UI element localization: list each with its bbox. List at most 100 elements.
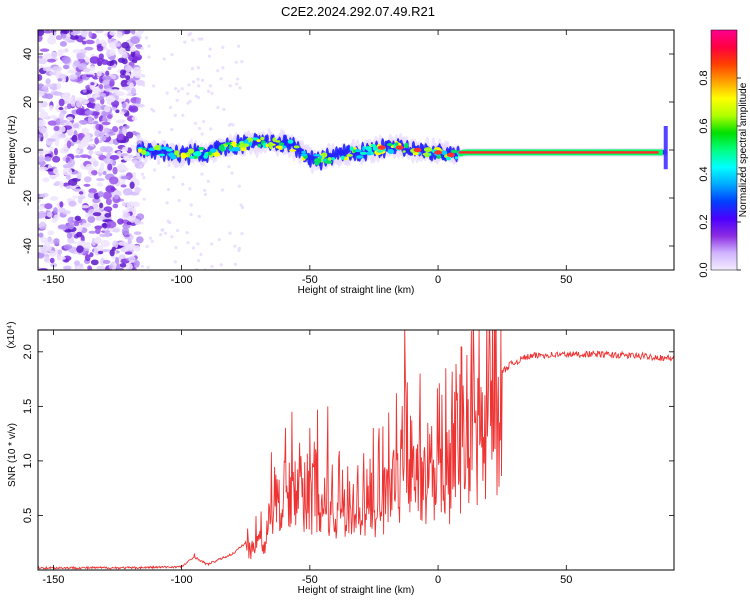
ridge-peak bbox=[377, 145, 386, 150]
ridge-hotspot bbox=[327, 157, 332, 162]
noise-blob bbox=[183, 40, 187, 44]
noise-blob bbox=[81, 127, 90, 134]
noise-blob bbox=[237, 248, 241, 253]
noise-blob bbox=[235, 77, 240, 81]
noise-blob bbox=[197, 214, 201, 219]
noise-blob bbox=[144, 36, 149, 40]
noise-blob bbox=[112, 203, 119, 209]
noise-blob bbox=[153, 168, 157, 172]
noise-blob bbox=[72, 49, 82, 54]
noise-blob bbox=[188, 187, 192, 191]
noise-blob bbox=[112, 228, 120, 233]
noise-blob bbox=[136, 236, 144, 244]
noise-blob bbox=[49, 145, 54, 152]
noise-blob bbox=[109, 249, 115, 257]
noise-blob bbox=[65, 121, 70, 126]
ridge-hotspot bbox=[161, 146, 170, 150]
noise-blob bbox=[174, 245, 178, 250]
noise-blob bbox=[53, 125, 60, 132]
snr-x-axis: -150 -100 -50 0 50 bbox=[42, 330, 572, 586]
noise-blob bbox=[234, 60, 238, 64]
noise-blob bbox=[121, 227, 130, 236]
noise-blob bbox=[235, 82, 239, 86]
noise-blob bbox=[41, 86, 49, 91]
colorbar-gradient bbox=[711, 30, 737, 270]
noise-blob bbox=[87, 266, 93, 270]
noise-blob bbox=[130, 87, 137, 95]
ridge-hotspot bbox=[267, 142, 274, 147]
noise-blob bbox=[116, 31, 123, 39]
noise-blob bbox=[61, 210, 71, 215]
noise-blob bbox=[74, 215, 81, 221]
noise-blob bbox=[99, 202, 104, 209]
ridge-hotspot bbox=[313, 154, 321, 157]
noise-blob bbox=[49, 196, 59, 202]
noise-blob bbox=[107, 66, 112, 71]
noise-blob bbox=[208, 84, 213, 88]
noise-blob bbox=[140, 264, 144, 268]
noise-blob bbox=[118, 241, 129, 246]
ridge-hotspot bbox=[209, 148, 217, 154]
ridge-hotspot bbox=[189, 155, 195, 159]
noise-blob bbox=[38, 34, 43, 42]
colorbar-tick-label: 0.2 bbox=[698, 214, 710, 229]
noise-blob bbox=[194, 94, 198, 98]
ridge-hotspot bbox=[287, 139, 294, 144]
ridge-hotspot bbox=[278, 142, 285, 146]
noise-blob bbox=[89, 65, 96, 71]
noise-blob bbox=[206, 179, 210, 183]
noise-blob bbox=[237, 184, 241, 188]
snr-frame bbox=[37, 329, 675, 571]
noise-blob bbox=[92, 197, 101, 204]
noise-blob bbox=[117, 218, 124, 225]
noise-blob bbox=[131, 159, 139, 164]
noise-blob bbox=[129, 235, 134, 240]
noise-blob bbox=[119, 111, 125, 115]
noise-blob bbox=[231, 123, 235, 127]
noise-blob bbox=[130, 50, 136, 58]
noise-blob bbox=[92, 212, 102, 217]
snr-x-axis-title: Height of straight line (km) bbox=[298, 585, 415, 596]
noise-blob bbox=[88, 188, 97, 194]
noise-blob bbox=[38, 205, 44, 211]
noise-blob bbox=[120, 69, 126, 76]
noise-blob bbox=[124, 262, 133, 270]
noise-blob bbox=[186, 241, 190, 245]
noise-blob bbox=[96, 57, 105, 63]
noise-blob bbox=[38, 74, 43, 81]
noise-blob bbox=[80, 30, 88, 38]
noise-blob bbox=[76, 171, 82, 180]
noise-blob bbox=[141, 83, 146, 87]
spectrogram-x-axis-title: Height of straight line (km) bbox=[298, 285, 415, 296]
noise-blob bbox=[61, 55, 71, 64]
noise-blob bbox=[186, 92, 190, 96]
noise-blob bbox=[92, 203, 99, 210]
noise-blob bbox=[139, 164, 143, 168]
noise-blob bbox=[123, 167, 129, 172]
noise-blob bbox=[92, 120, 99, 125]
x-tick-label: 0 bbox=[435, 574, 441, 586]
noise-blob bbox=[78, 191, 84, 195]
noise-blob bbox=[102, 191, 112, 200]
ridge-hotspot bbox=[203, 154, 208, 159]
noise-blob bbox=[79, 99, 90, 105]
noise-blob bbox=[39, 48, 50, 52]
noise-blob bbox=[126, 243, 137, 250]
noise-blob bbox=[84, 254, 91, 262]
noise-blob bbox=[119, 73, 127, 79]
noise-blob bbox=[112, 166, 118, 175]
ridge-peak bbox=[446, 152, 455, 157]
noise-blob bbox=[42, 53, 53, 60]
ridge-hotspot bbox=[193, 152, 198, 156]
noise-blob bbox=[173, 113, 177, 117]
noise-blob bbox=[197, 126, 202, 131]
noise-blob bbox=[163, 231, 168, 235]
noise-blob bbox=[128, 105, 139, 113]
noise-blob bbox=[173, 260, 177, 264]
noise-blob bbox=[71, 134, 78, 143]
noise-blob bbox=[42, 177, 50, 183]
noise-blob bbox=[87, 215, 96, 224]
ridge-hotspot bbox=[212, 152, 221, 157]
noise-blob bbox=[142, 161, 146, 165]
noise-blob bbox=[101, 121, 111, 126]
